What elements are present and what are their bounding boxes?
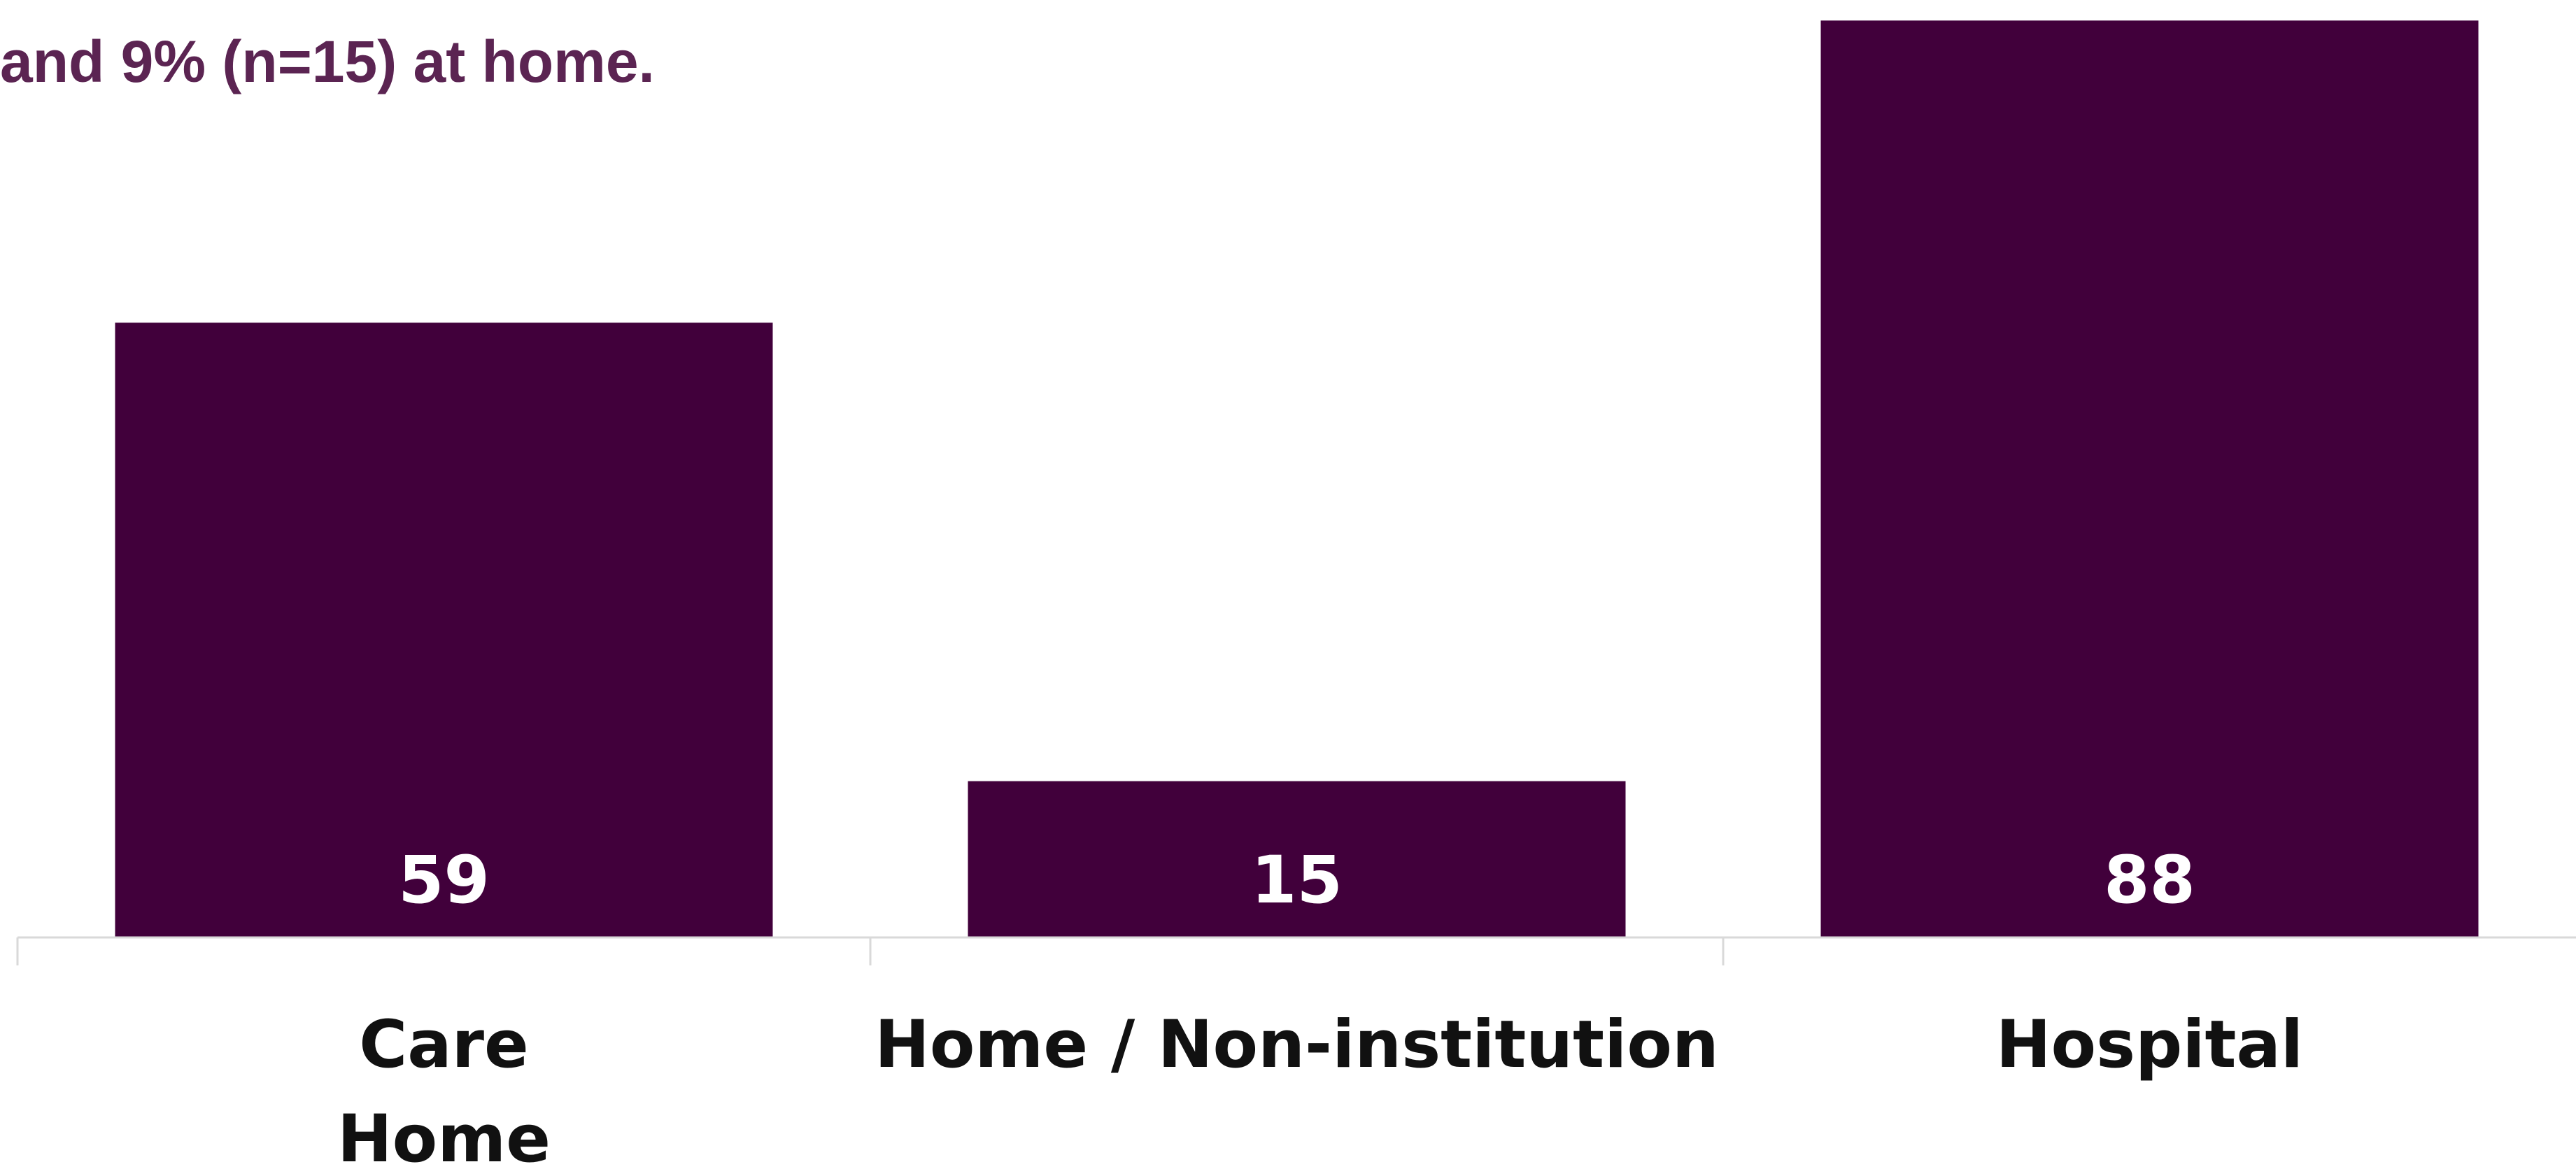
data-label: 59	[398, 842, 490, 919]
headline-text: and 9% (n=15) at home.	[0, 29, 655, 94]
labels-layer: 59 Care Home 15 Home / Non-institution 88 Hosp…	[337, 842, 2303, 1176]
bar	[1820, 20, 2479, 938]
data-label: 15	[1251, 842, 1343, 919]
bars-layer	[115, 20, 2479, 938]
category-label: Home / Non-institution	[875, 1007, 1719, 1083]
bar	[115, 323, 773, 937]
bar	[968, 781, 1626, 937]
data-label: 88	[2104, 842, 2195, 919]
category-label: Hospital	[1996, 1007, 2303, 1083]
x-axis	[16, 936, 2576, 965]
category-label: Care Home	[337, 1007, 551, 1176]
